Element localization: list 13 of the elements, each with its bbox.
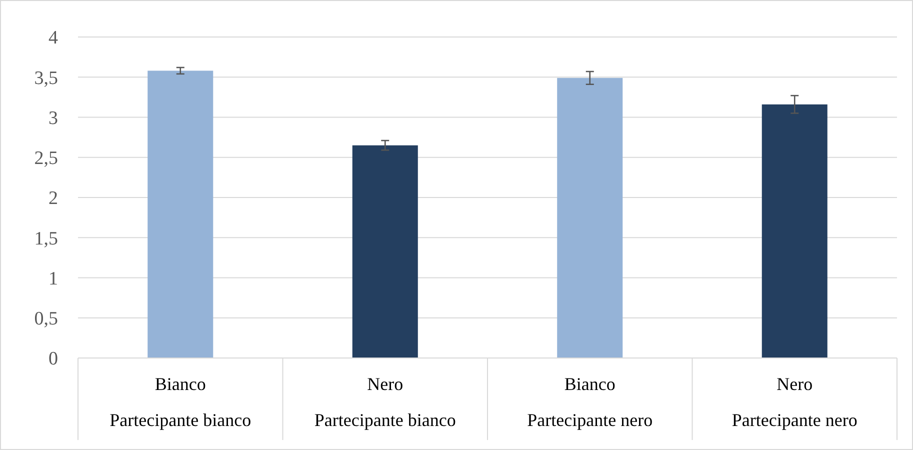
- x-tick-label: Bianco Partecipante bianco: [110, 374, 252, 430]
- y-tick-label: 0,5: [34, 308, 58, 330]
- x-tick-label: Nero Partecipante nero: [732, 374, 858, 430]
- x-tick-label: Bianco Partecipante nero: [527, 374, 653, 430]
- y-tick-label: 0: [48, 348, 58, 370]
- y-tick-label: 3: [48, 108, 58, 129]
- y-tick-label: 1,5: [34, 228, 58, 250]
- y-tick-label: 1: [48, 268, 58, 290]
- x-tick-label: Nero Partecipante bianco: [314, 374, 456, 430]
- y-tick-label: 3,5: [34, 68, 58, 89]
- y-tick-label: 2,5: [34, 148, 58, 170]
- y-tick-label: 4: [48, 28, 58, 49]
- y-tick-label: 2: [48, 188, 58, 210]
